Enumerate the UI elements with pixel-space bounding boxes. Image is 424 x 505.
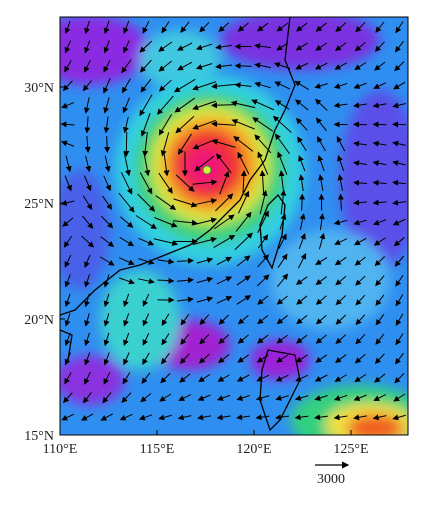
wind-arrow: [107, 136, 108, 152]
y-tick-label: 20°N: [24, 313, 54, 328]
x-tick-label: 115°E: [140, 442, 175, 457]
wind-arrow: [393, 124, 406, 125]
y-axis: 30°N25°N20°N15°N: [24, 81, 65, 444]
wind-arrow: [302, 195, 303, 211]
field: [30, 10, 424, 455]
wind-arrow: [126, 132, 127, 156]
x-tick-label: 110°E: [43, 442, 78, 457]
scale-vector-label: 3000: [317, 472, 345, 487]
x-tick-label: 120°E: [236, 442, 271, 457]
typhoon-eye: [203, 166, 211, 174]
x-tick-label: 125°E: [333, 442, 368, 457]
y-tick-label: 25°N: [24, 197, 54, 212]
y-tick-label: 30°N: [24, 81, 54, 96]
